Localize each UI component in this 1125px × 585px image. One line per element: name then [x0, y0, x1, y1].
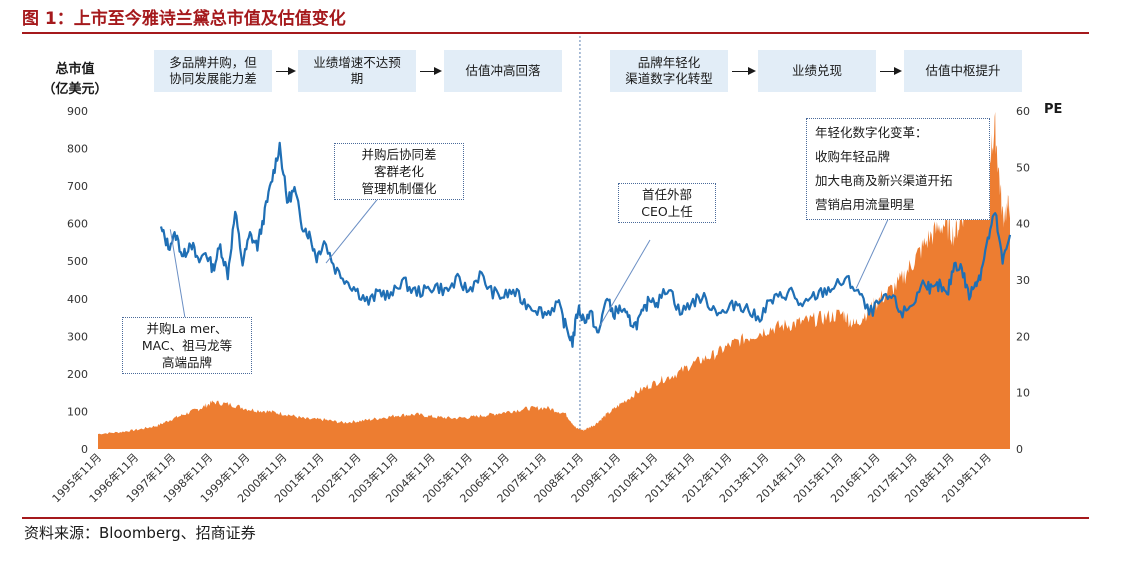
bottom-rule: [22, 517, 1089, 519]
left-tick-label: 400: [67, 293, 88, 306]
right-tick-label: 20: [1016, 330, 1030, 343]
right-tick-label: 50: [1016, 161, 1030, 174]
left-tick-label: 200: [67, 368, 88, 381]
leader-transformation: [855, 214, 891, 289]
left-tick-label: 100: [67, 405, 88, 418]
right-tick-label: 60: [1016, 105, 1030, 118]
stage-box-3: 估值冲高回落: [444, 50, 562, 92]
annotation-transformation: 年轻化数字化变革： 收购年轻品牌 加大电商及新兴渠道开拓 营销启用流量明星: [806, 118, 990, 220]
market-cap-area-series: [98, 111, 1010, 450]
stage-arrow-3: [732, 66, 756, 75]
stage-box-6: 估值中枢提升: [904, 50, 1022, 92]
left-axis-title: 总市值 （亿美元）: [42, 62, 108, 97]
figure-title: 图 1：上市至今雅诗兰黛总市值及估值变化: [22, 9, 346, 29]
leader-ceo: [599, 239, 651, 326]
annotation-acquisitions: 并购La mer、 MAC、祖马龙等 高端品牌: [122, 317, 252, 374]
left-tick-label: 700: [67, 180, 88, 193]
left-tick-label: 800: [67, 143, 88, 156]
stage-box-2: 业绩增速不达预 期: [298, 50, 416, 92]
annotation-post-merger: 并购后协同差 客群老化 管理机制僵化: [334, 143, 464, 200]
left-tick-label: 900: [67, 105, 88, 118]
stage-box-4: 品牌年轻化 渠道数字化转型: [610, 50, 728, 92]
left-tick-label: 600: [67, 218, 88, 231]
pe-line-series: [159, 141, 1012, 348]
right-tick-label: 30: [1016, 274, 1030, 287]
annotation-ceo: 首任外部 CEO上任: [618, 183, 716, 223]
leader-acquisitions: [169, 229, 186, 319]
stage-arrow-4: [880, 66, 902, 75]
stage-box-5: 业绩兑现: [758, 50, 876, 92]
stage-arrow-2: [420, 66, 442, 75]
top-rule: [22, 32, 1089, 34]
source-note: 资料来源：Bloomberg、招商证券: [24, 524, 256, 542]
right-tick-label: 10: [1016, 387, 1030, 400]
stage-arrow-1: [276, 66, 296, 75]
left-tick-label: 500: [67, 255, 88, 268]
chart: 0 100 200 300 400 500 600 700 800 900 0 10 20 30 40 50…: [49, 36, 1030, 505]
right-tick-label: 0: [1016, 443, 1023, 456]
right-axis-title: PE: [1044, 102, 1063, 117]
right-tick-label: 40: [1016, 218, 1030, 231]
left-tick-label: 0: [81, 443, 88, 456]
left-tick-label: 300: [67, 330, 88, 343]
leader-post-merger: [325, 195, 381, 264]
stage-box-1: 多品牌并购，但 协同发展能力差: [154, 50, 272, 92]
